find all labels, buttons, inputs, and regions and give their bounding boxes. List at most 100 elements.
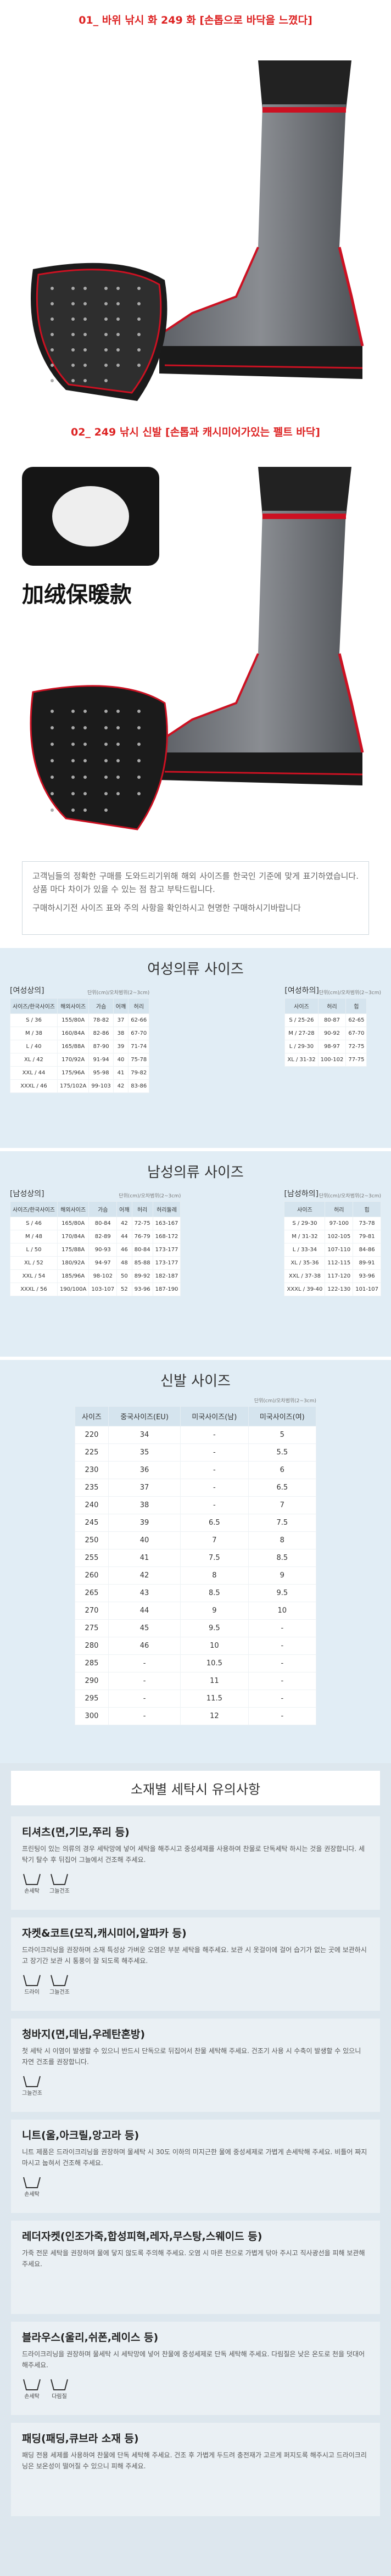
unit: 단위(cm)/오차범위(2~3cm) (87, 990, 150, 996)
care-icon-block: 손세탁 (22, 2173, 42, 2198)
boot-shape (137, 710, 141, 713)
cell: 165/88A (57, 1040, 90, 1053)
cell: 8.5 (180, 1584, 249, 1602)
cell: 220 (75, 1426, 109, 1444)
row: 300-12- (75, 1707, 317, 1725)
cell: 155/80A (57, 1013, 90, 1027)
care-icon-block: 손세탁 (22, 1870, 42, 1894)
boot-shape (83, 302, 87, 305)
cell: 8 (180, 1566, 249, 1585)
cell: 93-96 (353, 1269, 381, 1283)
cell: 117-120 (325, 1269, 354, 1283)
boot-shape (51, 743, 54, 746)
cell: 7 (180, 1531, 249, 1549)
boot-shape (83, 348, 87, 352)
boot-shape (71, 710, 75, 713)
cell: 79-82 (128, 1066, 150, 1080)
boot-shape (159, 511, 362, 774)
cell: 78-82 (88, 1013, 114, 1027)
care-icon-block: 그늘건조 (49, 1870, 70, 1894)
row: XL / 42 170/92A 91-94 40 75-78 (10, 1053, 150, 1067)
cell: 40 (113, 1053, 129, 1067)
cell: 6 (248, 1461, 317, 1479)
cell: 38 (113, 1027, 129, 1040)
boot-shape (51, 726, 54, 729)
cell: 107-110 (325, 1243, 354, 1257)
row: S / 29-30 97-100 73-78 (284, 1217, 381, 1230)
cell: 250 (75, 1531, 109, 1549)
boot-shape (71, 302, 75, 305)
column-header: 사이즈/한국사이즈 (10, 998, 58, 1014)
cell: 6.5 (248, 1479, 317, 1497)
boot-shape (71, 348, 75, 352)
table-block: [여성하의] 단위(cm)/오차범위(2~3cm) 사이즈 허리 힙 S / 25-26 8… (284, 985, 381, 1093)
size-table: 사이즈 허리 힙 S / 25-26 80-87 62-65 M / 27-28 90-92 6… (284, 998, 367, 1067)
boot-shape (104, 379, 108, 382)
cell: 45 (108, 1619, 181, 1637)
cell: 67-70 (345, 1027, 367, 1040)
table-block: [남성하의] 단위(cm)/오차범위(2~3cm) 사이즈 허리 힙 S / 29-30 9… (284, 1188, 381, 1296)
cell: 290 (75, 1672, 109, 1690)
tables: [여성상의] 단위(cm)/오차범위(2~3cm) 사이즈/한국사이즈 해외사이즈 가슴… (0, 985, 391, 1093)
care-icon-label: 손세탁 (24, 1888, 40, 1894)
boot-shape (83, 364, 87, 367)
cell: 82-89 (88, 1230, 118, 1244)
row: 295-11.5- (75, 1690, 317, 1708)
cell: 34 (108, 1426, 181, 1444)
column-header: 힙 (345, 998, 367, 1014)
care-item-text: 드라이크리닝을 권장하며 소재 특성상 가벼운 오염은 부분 세탁을 해주세요.… (22, 1946, 367, 1965)
caption: [여성상의] (10, 986, 44, 995)
cell: 76-79 (131, 1230, 153, 1244)
cell: 83-86 (128, 1079, 150, 1093)
boot-shape (36, 269, 162, 394)
care-icon (51, 2379, 68, 2390)
boot-shape (116, 302, 120, 305)
cell: - (180, 1496, 249, 1514)
row: XXXL / 56 190/100A 103-107 52 93-96 187-190 (10, 1283, 181, 1296)
row: L / 33-34 107-110 84-86 (284, 1243, 381, 1257)
cell: 163-167 (152, 1217, 181, 1230)
care-icons: 손세탁 다림질 (22, 2375, 369, 2400)
boot-shape (51, 379, 54, 382)
boot-shape (104, 792, 108, 795)
cell: 91-94 (88, 1053, 114, 1067)
column-header: 힙 (353, 1201, 381, 1217)
care-icons: 드라이 그늘건조 (22, 1971, 369, 1995)
boot-image (31, 60, 364, 401)
care-icon-block: 다림질 (49, 2375, 69, 2400)
cell: XXL / 54 (10, 1269, 58, 1283)
column-header: 중국사이즈(EU) (108, 1406, 181, 1426)
care-icon-label: 다림질 (52, 2394, 67, 2400)
cell: XXL / 37-38 (284, 1269, 326, 1283)
cell: - (180, 1479, 249, 1497)
care-icon-label: 손세탁 (24, 2394, 40, 2400)
icon-shape (23, 2177, 41, 2188)
care-icon (51, 1874, 69, 1885)
notice: 고객님들의 정확한 구매를 도와드리기위해 해외 사이즈를 한국인 기준에 맞게… (0, 851, 391, 945)
unit: 단위(cm)/오차범위(2~3cm) (254, 1398, 316, 1404)
cell: - (180, 1461, 249, 1479)
icon-shape (51, 1874, 69, 1885)
boot-shape (83, 317, 87, 321)
row: XL / 52 180/92A 94-97 48 85-88 173-177 (10, 1256, 181, 1270)
cell: - (248, 1637, 317, 1655)
row: 230 36-6 (75, 1461, 317, 1479)
row: XXXL / 39-40 122-130 101-107 (284, 1283, 381, 1296)
cell: 75-78 (128, 1053, 150, 1067)
row: 240 38-7 (75, 1496, 317, 1514)
row: L / 29-30 98-97 72-75 (284, 1040, 367, 1053)
cell: 44 (108, 1602, 181, 1620)
column-header: 허리둘레 (152, 1201, 181, 1217)
caption: [남성하의] (284, 1190, 319, 1198)
boot-image (22, 467, 364, 830)
cell: 168-172 (152, 1230, 181, 1244)
section-title: 여성의류 사이즈 (147, 961, 244, 978)
care-icon-label: 그늘건조 (49, 1888, 70, 1894)
cell: 10 (180, 1637, 249, 1655)
care-item-title: 패딩(패딩,큐브라 소재 등) (22, 2433, 139, 2445)
boot-shape (83, 792, 87, 795)
cell: 80-84 (88, 1217, 118, 1230)
boot-shape (52, 486, 129, 547)
cell: 99-103 (88, 1079, 114, 1093)
boot-shape (71, 287, 75, 290)
